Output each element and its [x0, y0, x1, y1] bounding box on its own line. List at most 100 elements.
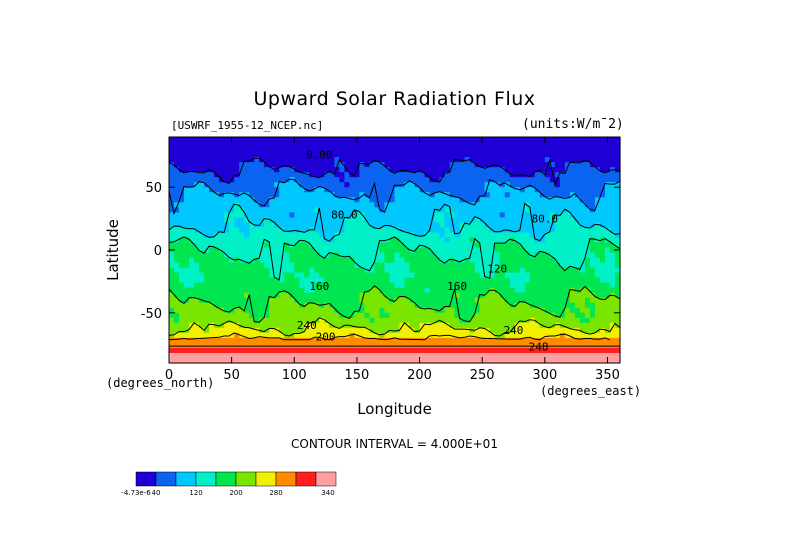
field-cell	[544, 262, 551, 269]
field-cell	[579, 157, 586, 163]
field-cell	[554, 192, 561, 198]
field-cell	[379, 157, 386, 163]
field-cell	[249, 172, 255, 178]
field-cell	[474, 317, 481, 324]
field-cell	[219, 352, 225, 359]
field-cell	[489, 172, 496, 178]
field-cell	[494, 292, 501, 299]
field-cell	[254, 272, 260, 279]
field-cell	[424, 287, 431, 294]
field-cell	[499, 212, 506, 218]
field-cell	[429, 287, 436, 294]
field-cell	[194, 257, 200, 264]
field-cell	[339, 257, 345, 264]
x-tick-label: 350	[595, 368, 620, 383]
field-cell	[379, 242, 386, 249]
field-cell	[399, 307, 406, 314]
field-cell	[224, 277, 230, 284]
field-cell	[279, 217, 285, 223]
field-cell	[539, 222, 546, 228]
field-cell	[564, 237, 571, 244]
field-cell	[184, 292, 190, 299]
field-cell	[454, 147, 461, 153]
field-cell	[389, 157, 396, 163]
field-cell	[404, 272, 411, 279]
field-cell	[394, 227, 401, 234]
field-cell	[544, 157, 551, 163]
field-cell	[324, 242, 330, 249]
field-cell	[259, 162, 265, 168]
field-cell	[354, 317, 361, 324]
field-cell	[409, 242, 416, 249]
field-cell	[444, 352, 451, 359]
field-cell	[344, 327, 350, 334]
field-cell	[194, 187, 200, 193]
field-cell	[574, 212, 581, 218]
field-cell	[474, 177, 481, 183]
field-cell	[329, 227, 335, 234]
field-cell	[294, 312, 300, 319]
field-cell	[199, 162, 205, 168]
field-cell	[194, 287, 200, 294]
field-cell	[344, 187, 350, 193]
field-cell	[289, 197, 295, 203]
field-cell	[334, 192, 340, 198]
field-cell	[384, 187, 391, 193]
field-cell	[424, 272, 431, 279]
field-cell	[329, 142, 335, 148]
field-cell	[574, 352, 581, 359]
field-cell	[424, 267, 431, 274]
field-cell	[529, 172, 536, 178]
field-cell	[214, 222, 220, 228]
field-cell	[564, 317, 571, 324]
field-cell	[474, 142, 481, 148]
field-cell	[374, 267, 381, 274]
field-cell	[464, 172, 471, 178]
field-cell	[309, 337, 315, 344]
field-cell	[179, 177, 185, 183]
field-cell	[334, 157, 340, 163]
field-cell	[174, 202, 180, 208]
field-cell	[509, 207, 516, 213]
field-cell	[434, 182, 441, 188]
field-cell	[329, 257, 335, 264]
field-cell	[404, 257, 411, 264]
field-cell	[519, 282, 526, 289]
field-cell	[499, 207, 506, 213]
field-cell	[249, 202, 255, 208]
field-cell	[609, 217, 616, 223]
field-cell	[469, 322, 476, 329]
field-cell	[279, 197, 285, 203]
field-cell	[204, 187, 210, 193]
field-cell	[474, 352, 481, 359]
field-cell	[359, 357, 366, 364]
field-cell	[559, 337, 566, 344]
field-cell	[189, 157, 195, 163]
field-cell	[204, 242, 210, 249]
field-cell	[249, 312, 255, 319]
field-cell	[229, 222, 235, 228]
field-cell	[344, 232, 350, 239]
field-cell	[429, 167, 436, 173]
field-cell	[244, 252, 250, 259]
field-cell	[339, 167, 345, 173]
field-cell	[529, 192, 536, 198]
field-cell	[239, 217, 245, 223]
field-cell	[569, 322, 576, 329]
field-cell	[324, 262, 330, 269]
field-cell	[459, 147, 466, 153]
field-cell	[549, 252, 556, 259]
field-cell	[379, 332, 386, 339]
field-cell	[589, 272, 596, 279]
field-cell	[374, 257, 381, 264]
field-cell	[524, 347, 531, 354]
field-cell	[259, 297, 265, 304]
field-cell	[474, 267, 481, 274]
field-cell	[199, 227, 205, 234]
field-cell	[609, 152, 616, 158]
field-cell	[439, 322, 446, 329]
field-cell	[359, 222, 366, 228]
field-cell	[359, 242, 366, 249]
field-cell	[609, 287, 616, 294]
field-cell	[589, 352, 596, 359]
